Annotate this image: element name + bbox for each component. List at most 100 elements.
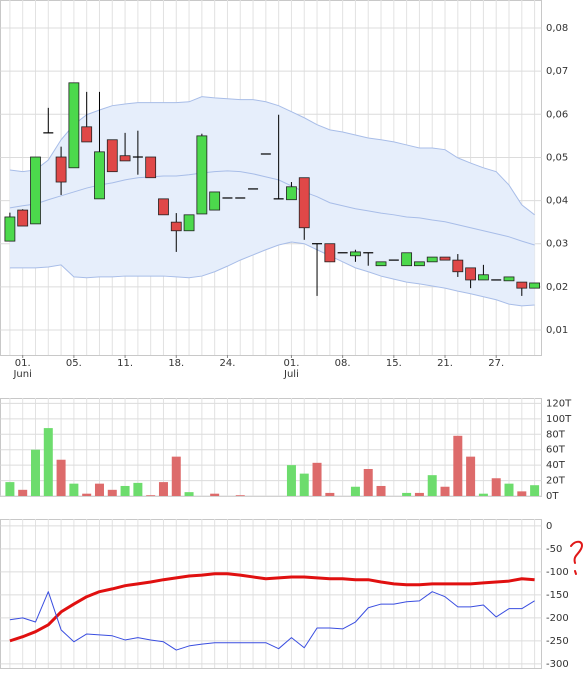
candle-body — [196, 135, 208, 215]
volume-bar — [466, 456, 476, 496]
volume-bar — [69, 483, 79, 496]
y-tick-label: 0,01 — [546, 325, 568, 336]
volume-bar — [18, 489, 28, 496]
volume-bar — [427, 475, 437, 496]
candle-body — [106, 139, 118, 173]
x-month-label: Juni — [12, 369, 31, 380]
x-tick-label: 18. — [168, 358, 184, 369]
candle-body — [17, 209, 29, 227]
volume-bar — [440, 486, 450, 496]
x-tick-label: 27. — [488, 358, 504, 369]
volume-bar — [402, 492, 412, 496]
candle-body — [94, 151, 105, 200]
candle-body — [414, 261, 425, 267]
candle-body — [68, 82, 80, 169]
candle-body — [478, 274, 489, 281]
indicator-line — [9, 591, 535, 651]
x-tick-label: 08. — [335, 358, 351, 369]
volume-bar — [491, 478, 501, 496]
volume-bar — [146, 495, 156, 496]
y-tick-label: -150 — [546, 590, 569, 601]
y-tick-label: 0,05 — [546, 152, 568, 163]
x-tick-label: 21. — [437, 358, 453, 369]
candle-body — [465, 267, 477, 281]
candle-body — [145, 156, 157, 179]
band-lower-line — [9, 241, 535, 307]
volume-bar — [107, 489, 117, 496]
volume-bar — [478, 493, 488, 496]
volume-bar — [363, 468, 373, 496]
candle-body — [209, 191, 221, 211]
candle-body — [4, 216, 16, 242]
x-tick-label: 15. — [386, 358, 402, 369]
x-tick-label: 01. — [15, 358, 31, 369]
candle-body — [439, 256, 451, 261]
volume-bar — [94, 483, 104, 496]
volume-bar — [158, 482, 168, 496]
y-tick-label: 100T — [546, 414, 572, 425]
candle-body — [350, 251, 361, 257]
candle-body — [55, 156, 67, 183]
volume-bar — [82, 493, 92, 496]
candle-body — [516, 281, 528, 289]
y-tick-label: 60T — [546, 445, 566, 456]
y-tick-label: -200 — [546, 613, 569, 624]
y-tick-label: -300 — [546, 659, 569, 670]
volume-bar — [210, 493, 220, 496]
volume-bar — [376, 485, 386, 496]
volume-bar — [133, 482, 143, 496]
indicator-line — [9, 572, 535, 643]
candle-body — [170, 221, 182, 232]
y-tick-label: 0T — [546, 491, 559, 502]
y-tick-label: 0,06 — [546, 109, 568, 120]
candle-body — [30, 156, 41, 225]
volume-bar — [325, 492, 335, 496]
volume-bar — [235, 495, 245, 496]
volume-bar — [171, 456, 181, 496]
x-tick-label: 11. — [117, 358, 133, 369]
y-tick-label: -250 — [546, 636, 569, 647]
candle-body — [286, 186, 297, 201]
y-tick-label: 0,08 — [546, 23, 568, 34]
candle-body — [298, 177, 310, 229]
y-tick-label: 120T — [546, 398, 572, 409]
y-tick-label: -100 — [546, 567, 569, 578]
y-tick-label: 0 — [546, 521, 552, 532]
x-tick-label: 01. — [283, 358, 299, 369]
candle-body — [324, 243, 336, 263]
volume-bar — [312, 462, 322, 496]
candle-body — [503, 276, 515, 282]
volume-bar — [504, 483, 514, 496]
candle-body — [529, 282, 541, 289]
y-tick-label: 20T — [546, 476, 566, 487]
volume-bar — [286, 465, 296, 496]
volume-bar — [30, 449, 40, 496]
plot-frame — [0, 519, 542, 669]
candle-body — [401, 252, 413, 267]
candle-body — [426, 256, 438, 263]
candle-body — [183, 214, 195, 232]
volume-bar — [350, 486, 360, 496]
question-mark-annotation — [570, 540, 583, 575]
volume-bar — [299, 473, 309, 496]
y-tick-label: 0,04 — [546, 196, 568, 207]
y-tick-label: 0,02 — [546, 282, 568, 293]
candle-body — [375, 261, 387, 267]
band-upper-line — [9, 96, 535, 216]
candle-body — [158, 198, 169, 216]
x-tick-label: 05. — [66, 358, 82, 369]
y-tick-label: -50 — [546, 544, 562, 555]
y-tick-label: 0,07 — [546, 66, 568, 77]
y-tick-label: 80T — [546, 429, 566, 440]
candle-body — [452, 259, 464, 273]
volume-bar — [43, 428, 53, 496]
volume-bar — [56, 459, 66, 496]
x-month-label: Juli — [283, 369, 299, 380]
volume-bar — [5, 482, 15, 496]
y-tick-label: 40T — [546, 460, 566, 471]
candle-body — [81, 126, 93, 143]
volume-bar — [530, 485, 540, 496]
volume-bar — [120, 485, 130, 496]
